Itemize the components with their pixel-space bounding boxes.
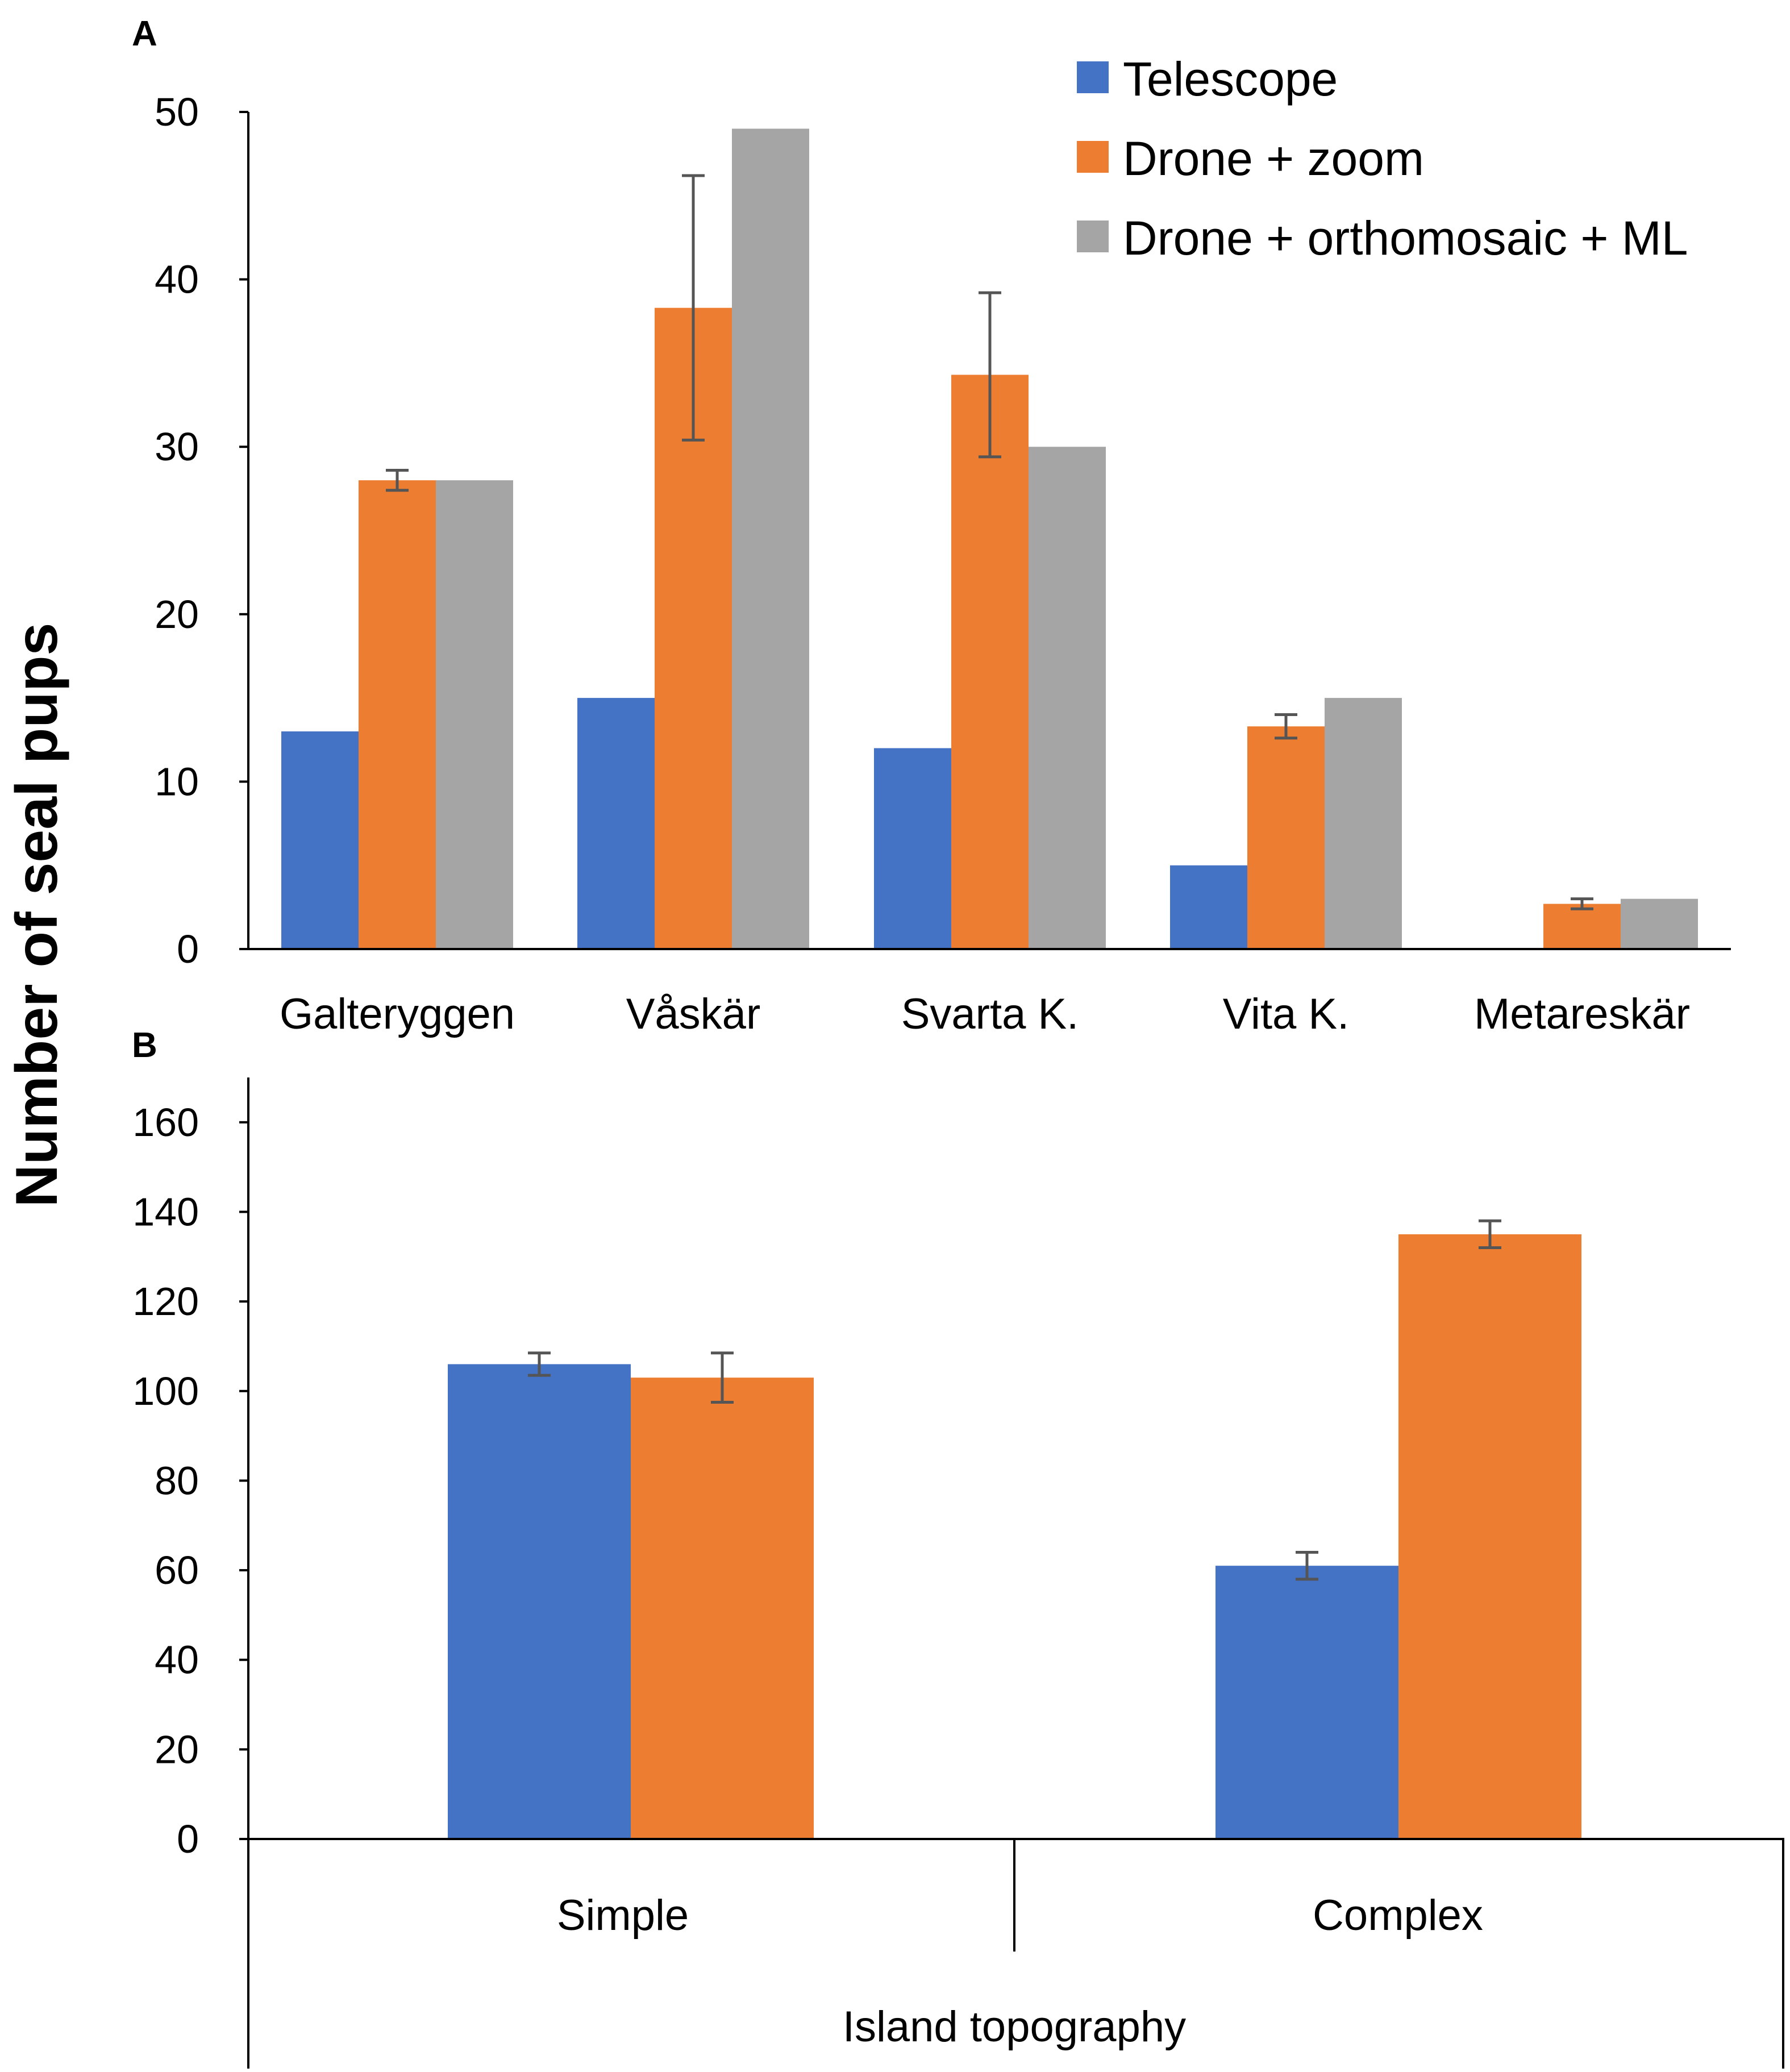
error-bar-telescope-complex xyxy=(1296,1551,1318,1581)
y-tick-label: 10 xyxy=(155,759,199,804)
bar-drone-zoom-metaresk-r xyxy=(1543,904,1621,949)
panel-b-bars xyxy=(448,1234,1581,1839)
bar-drone-zoom-complex xyxy=(1398,1234,1581,1839)
bar-drone-zoom-simple xyxy=(631,1378,814,1839)
error-bar-drone-zoom-simple xyxy=(711,1351,734,1404)
y-tick-label: 20 xyxy=(155,592,199,636)
panel-b-x-axis-label: Island topography xyxy=(843,2003,1186,2051)
bar-drone-orthomosaic-ml-v-sk-r xyxy=(732,128,809,950)
x-tick-label-v-sk-r: Våskär xyxy=(626,990,761,1038)
y-tick-label: 120 xyxy=(132,1279,199,1324)
error-bar-drone-zoom-galteryggen xyxy=(386,468,409,492)
legend: Telescope Drone + zoom Drone + orthomosaic… xyxy=(1077,52,1688,265)
panel-b-error-bars xyxy=(528,1219,1501,1581)
panel-a: A 0 10 20 30 40 50 Galteryggen Våskär Svarta K.… xyxy=(132,14,1731,1038)
y-tick-label: 30 xyxy=(155,425,199,469)
y-tick-label: 40 xyxy=(155,257,199,302)
bar-telescope-galteryggen xyxy=(281,731,359,949)
y-tick-label: 140 xyxy=(132,1189,199,1234)
y-tick-label: 60 xyxy=(155,1548,199,1592)
panel-a-label: A xyxy=(132,14,157,53)
panel-b-y-ticks: 0 20 40 60 80 100 120 140 160 xyxy=(132,1100,248,1861)
legend-swatch-telescope xyxy=(1077,61,1109,93)
bar-telescope-simple xyxy=(448,1364,631,1839)
error-bar-drone-zoom-svarta-k xyxy=(979,291,1001,459)
bar-drone-zoom-vita-k xyxy=(1247,726,1325,949)
y-tick-label: 50 xyxy=(155,90,199,134)
y-tick-label: 0 xyxy=(177,1817,199,1861)
panel-a-bars xyxy=(281,128,1698,950)
bar-drone-zoom-galteryggen xyxy=(359,480,436,949)
y-tick-label: 20 xyxy=(155,1727,199,1771)
y-tick-label: 40 xyxy=(155,1638,199,1682)
y-tick-label: 160 xyxy=(132,1100,199,1145)
error-bar-drone-zoom-metaresk-r xyxy=(1571,897,1593,910)
error-bar-telescope-simple xyxy=(528,1351,551,1377)
y-axis-label: Number of seal pups xyxy=(4,623,70,1208)
x-tick-label-complex: Complex xyxy=(1313,1891,1483,1940)
y-tick-label: 0 xyxy=(177,927,199,971)
panel-a-y-ticks: 0 10 20 30 40 50 xyxy=(155,90,248,971)
bar-drone-orthomosaic-ml-svarta-k xyxy=(1029,447,1106,949)
bar-drone-orthomosaic-ml-galteryggen xyxy=(436,480,513,949)
x-tick-label-metaresk-r: Metareskär xyxy=(1474,990,1690,1038)
y-tick-label: 100 xyxy=(132,1369,199,1413)
error-bar-drone-zoom-v-sk-r xyxy=(682,174,705,442)
bar-telescope-svarta-k xyxy=(874,748,951,949)
panel-a-x-tick-labels: Galteryggen Våskär Svarta K. Vita K. Metares… xyxy=(280,990,1690,1038)
panel-a-error-bars xyxy=(386,174,1593,910)
x-tick-label-simple: Simple xyxy=(557,1891,689,1940)
bar-telescope-complex xyxy=(1215,1566,1398,1839)
legend-label-drone-orthomosaic-ml: Drone + orthomosaic + ML xyxy=(1123,211,1688,265)
error-bar-drone-zoom-vita-k xyxy=(1275,713,1297,740)
bar-drone-orthomosaic-ml-vita-k xyxy=(1325,698,1402,949)
panel-b-label: B xyxy=(132,1026,157,1065)
legend-swatch-drone-orthomosaic-ml xyxy=(1077,220,1109,252)
bar-telescope-vita-k xyxy=(1170,865,1247,949)
bar-drone-zoom-svarta-k xyxy=(951,375,1029,949)
panel-b-x-tick-labels: Simple Complex xyxy=(557,1891,1483,1940)
panel-b: B 0 20 40 60 80 100 120 140 160 Simple Complex Is… xyxy=(132,1026,1784,2069)
x-tick-label-vita-k: Vita K. xyxy=(1223,990,1350,1038)
y-tick-label: 80 xyxy=(155,1458,199,1503)
x-tick-label-galteryggen: Galteryggen xyxy=(280,990,515,1038)
error-bar-drone-zoom-complex xyxy=(1479,1219,1501,1250)
bar-telescope-v-sk-r xyxy=(577,698,655,949)
legend-label-drone-zoom: Drone + zoom xyxy=(1123,132,1424,185)
legend-swatch-drone-zoom xyxy=(1077,141,1109,173)
bar-drone-orthomosaic-ml-metaresk-r xyxy=(1621,898,1698,949)
x-tick-label-svarta-k: Svarta K. xyxy=(901,990,1079,1038)
legend-label-telescope: Telescope xyxy=(1123,52,1338,106)
